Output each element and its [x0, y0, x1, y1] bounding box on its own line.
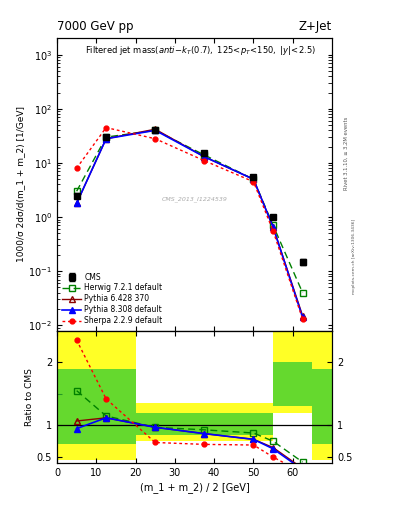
Y-axis label: Ratio to CMS: Ratio to CMS — [25, 368, 34, 426]
Text: Z+Jet: Z+Jet — [299, 20, 332, 33]
Pythia 6.428 370 — [74, 200, 79, 206]
Sherpa 2.2.9 default — [202, 158, 207, 164]
Pythia 8.308 default — [202, 154, 207, 160]
Herwig 7.2.1 default — [104, 134, 108, 140]
Herwig 7.2.1 default — [251, 176, 256, 182]
Pythia 6.428 370 — [153, 126, 158, 132]
Herwig 7.2.1 default — [153, 127, 158, 134]
Sherpa 2.2.9 default — [74, 165, 79, 171]
Pythia 8.308 default — [271, 224, 275, 230]
Pythia 6.428 370 — [104, 136, 108, 142]
Sherpa 2.2.9 default — [153, 136, 158, 142]
Herwig 7.2.1 default — [74, 188, 79, 195]
Text: CMS_2013_I1224539: CMS_2013_I1224539 — [162, 196, 228, 202]
Y-axis label: 1000/σ 2dσ/d(m_1 + m_2) [1/GeV]: 1000/σ 2dσ/d(m_1 + m_2) [1/GeV] — [17, 106, 26, 263]
Sherpa 2.2.9 default — [104, 124, 108, 131]
Pythia 8.308 default — [300, 314, 305, 321]
Pythia 6.428 370 — [202, 154, 207, 160]
Line: Herwig 7.2.1 default: Herwig 7.2.1 default — [74, 127, 305, 295]
Text: Rivet 3.1.10, ≥ 3.2M events: Rivet 3.1.10, ≥ 3.2M events — [344, 117, 349, 190]
X-axis label: (m_1 + m_2) / 2 [GeV]: (m_1 + m_2) / 2 [GeV] — [140, 482, 250, 493]
Pythia 6.428 370 — [300, 313, 305, 319]
Herwig 7.2.1 default — [271, 222, 275, 228]
Sherpa 2.2.9 default — [251, 179, 256, 185]
Line: Sherpa 2.2.9 default: Sherpa 2.2.9 default — [74, 125, 305, 322]
Line: Pythia 6.428 370: Pythia 6.428 370 — [73, 126, 306, 319]
Pythia 8.308 default — [74, 200, 79, 206]
Text: Filtered jet mass$(anti\!-\!k_T(0.7),\ 125\!<\!p_T\!<\!150,\ |y|\!<\!2.5)$: Filtered jet mass$(anti\!-\!k_T(0.7),\ 1… — [84, 44, 316, 57]
Pythia 6.428 370 — [271, 224, 275, 230]
Pythia 6.428 370 — [251, 176, 256, 182]
Text: 7000 GeV pp: 7000 GeV pp — [57, 20, 134, 33]
Text: mcplots.cern.ch [arXiv:1306.3436]: mcplots.cern.ch [arXiv:1306.3436] — [352, 219, 356, 293]
Line: Pythia 8.308 default: Pythia 8.308 default — [73, 127, 306, 321]
Pythia 8.308 default — [153, 127, 158, 134]
Herwig 7.2.1 default — [300, 290, 305, 296]
Sherpa 2.2.9 default — [300, 316, 305, 322]
Pythia 8.308 default — [104, 136, 108, 142]
Herwig 7.2.1 default — [202, 152, 207, 158]
Sherpa 2.2.9 default — [271, 228, 275, 234]
Legend: CMS, Herwig 7.2.1 default, Pythia 6.428 370, Pythia 8.308 default, Sherpa 2.2.9 : CMS, Herwig 7.2.1 default, Pythia 6.428 … — [59, 269, 166, 328]
Pythia 8.308 default — [251, 176, 256, 182]
